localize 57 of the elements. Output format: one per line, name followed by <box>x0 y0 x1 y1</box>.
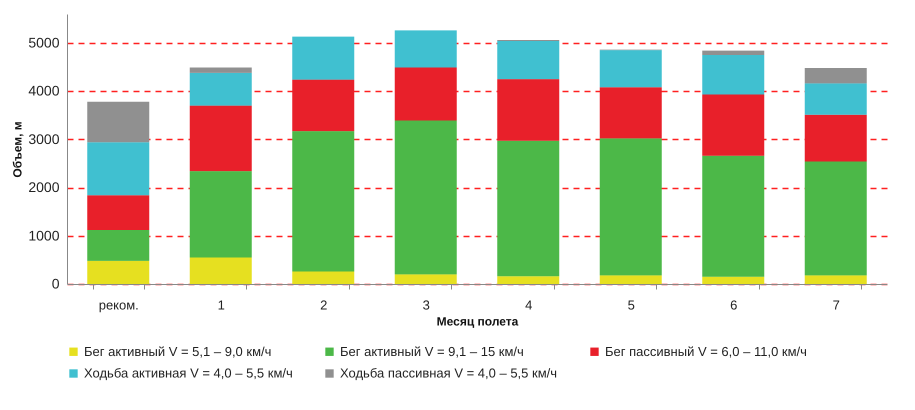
y-tick-label: 0 <box>52 276 60 292</box>
bar <box>394 30 457 68</box>
bar <box>497 41 560 80</box>
bar <box>600 138 662 276</box>
bar <box>190 72 252 106</box>
bar <box>497 79 560 141</box>
y-tick-label: 5000 <box>28 34 60 50</box>
bar <box>497 276 560 284</box>
bar <box>702 276 764 284</box>
bar <box>702 50 764 55</box>
bar <box>292 131 354 272</box>
bar <box>702 54 764 95</box>
bar <box>87 195 150 230</box>
bar <box>190 171 252 258</box>
legend-label: Ходьба пассивная V = 4,0 – 5,5 км/ч <box>340 366 558 380</box>
bar <box>702 94 764 156</box>
bar <box>292 36 354 80</box>
bar <box>394 274 457 284</box>
x-tick-label: 7 <box>832 298 840 312</box>
bar <box>600 275 662 284</box>
bar <box>394 68 457 121</box>
bar <box>600 50 662 88</box>
bar <box>702 156 764 277</box>
y-axis-title: Объем, м <box>10 121 24 178</box>
bar <box>804 68 867 84</box>
x-tick-label: 5 <box>628 298 635 312</box>
bar <box>292 271 354 284</box>
bar <box>87 230 150 261</box>
bar <box>804 83 867 115</box>
bar <box>292 80 354 132</box>
bar <box>87 102 150 142</box>
bar <box>190 106 252 172</box>
x-tick-label: 2 <box>320 298 328 312</box>
legend-label: Бег активный V = 5,1 – 9,0 км/ч <box>84 344 272 359</box>
bar <box>394 120 457 274</box>
y-tick-label: 4000 <box>28 82 60 99</box>
x-tick-label: 3 <box>422 298 430 312</box>
legend-label: Бег пассивный V = 6,0 – 11,0 км/ч <box>605 344 807 359</box>
bar <box>190 257 252 284</box>
bar <box>804 275 867 284</box>
x-tick-label: 1 <box>218 298 225 312</box>
bar <box>804 114 867 162</box>
legend-label: Бег активный V = 9,1 – 15 км/ч <box>340 344 524 359</box>
bar <box>497 140 560 276</box>
legend-label: Ходьба активная V = 4,0 – 5,5 км/ч <box>84 366 293 380</box>
bar <box>87 260 150 284</box>
y-tick-label: 1000 <box>28 227 60 244</box>
bar <box>190 68 252 73</box>
bar <box>600 87 662 138</box>
x-tick-label: реком. <box>98 298 139 312</box>
bar <box>804 162 867 276</box>
x-tick-label: 6 <box>730 298 738 312</box>
x-axis-title: Месяц полета <box>436 314 519 328</box>
bar <box>87 142 150 196</box>
x-tick-label: 4 <box>525 298 532 312</box>
y-tick-label: 3000 <box>28 130 60 147</box>
y-tick-label: 2000 <box>28 179 60 196</box>
